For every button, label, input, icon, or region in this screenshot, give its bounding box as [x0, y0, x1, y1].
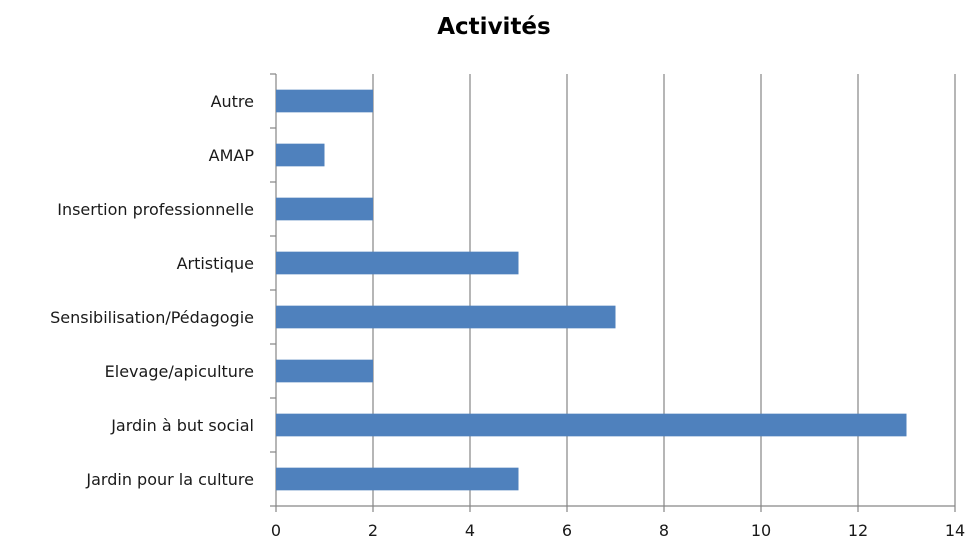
category-label: AMAP [209, 146, 255, 165]
category-label: Sensibilisation/Pédagogie [50, 308, 254, 327]
bar [276, 143, 325, 167]
bar [276, 413, 907, 437]
x-tick-label: 0 [271, 521, 281, 540]
category-label: Autre [211, 92, 254, 111]
x-tick-label: 2 [368, 521, 378, 540]
category-label: Artistique [177, 254, 254, 273]
bar [276, 467, 519, 491]
x-tick-label: 10 [751, 521, 771, 540]
bars [276, 89, 907, 491]
category-label: Jardin pour la culture [85, 470, 254, 489]
x-tick-labels: 0 2 4 6 8 10 12 14 [271, 521, 965, 540]
bar [276, 89, 373, 113]
x-tick-label: 8 [659, 521, 669, 540]
chart-title: Activités [437, 14, 551, 40]
x-tick-label: 12 [848, 521, 868, 540]
x-tick-label: 4 [465, 521, 475, 540]
bar [276, 251, 519, 275]
x-tick-label: 14 [945, 521, 965, 540]
category-label: Insertion professionnelle [57, 200, 254, 219]
category-labels: Jardin pour la culture Jardin à but socia… [50, 92, 254, 489]
category-label: Elevage/apiculture [105, 362, 254, 381]
bar [276, 359, 373, 383]
x-tick-label: 6 [562, 521, 572, 540]
gridlines [372, 74, 956, 506]
bar [276, 197, 373, 221]
bar [276, 305, 616, 329]
category-label: Jardin à but social [110, 416, 254, 435]
